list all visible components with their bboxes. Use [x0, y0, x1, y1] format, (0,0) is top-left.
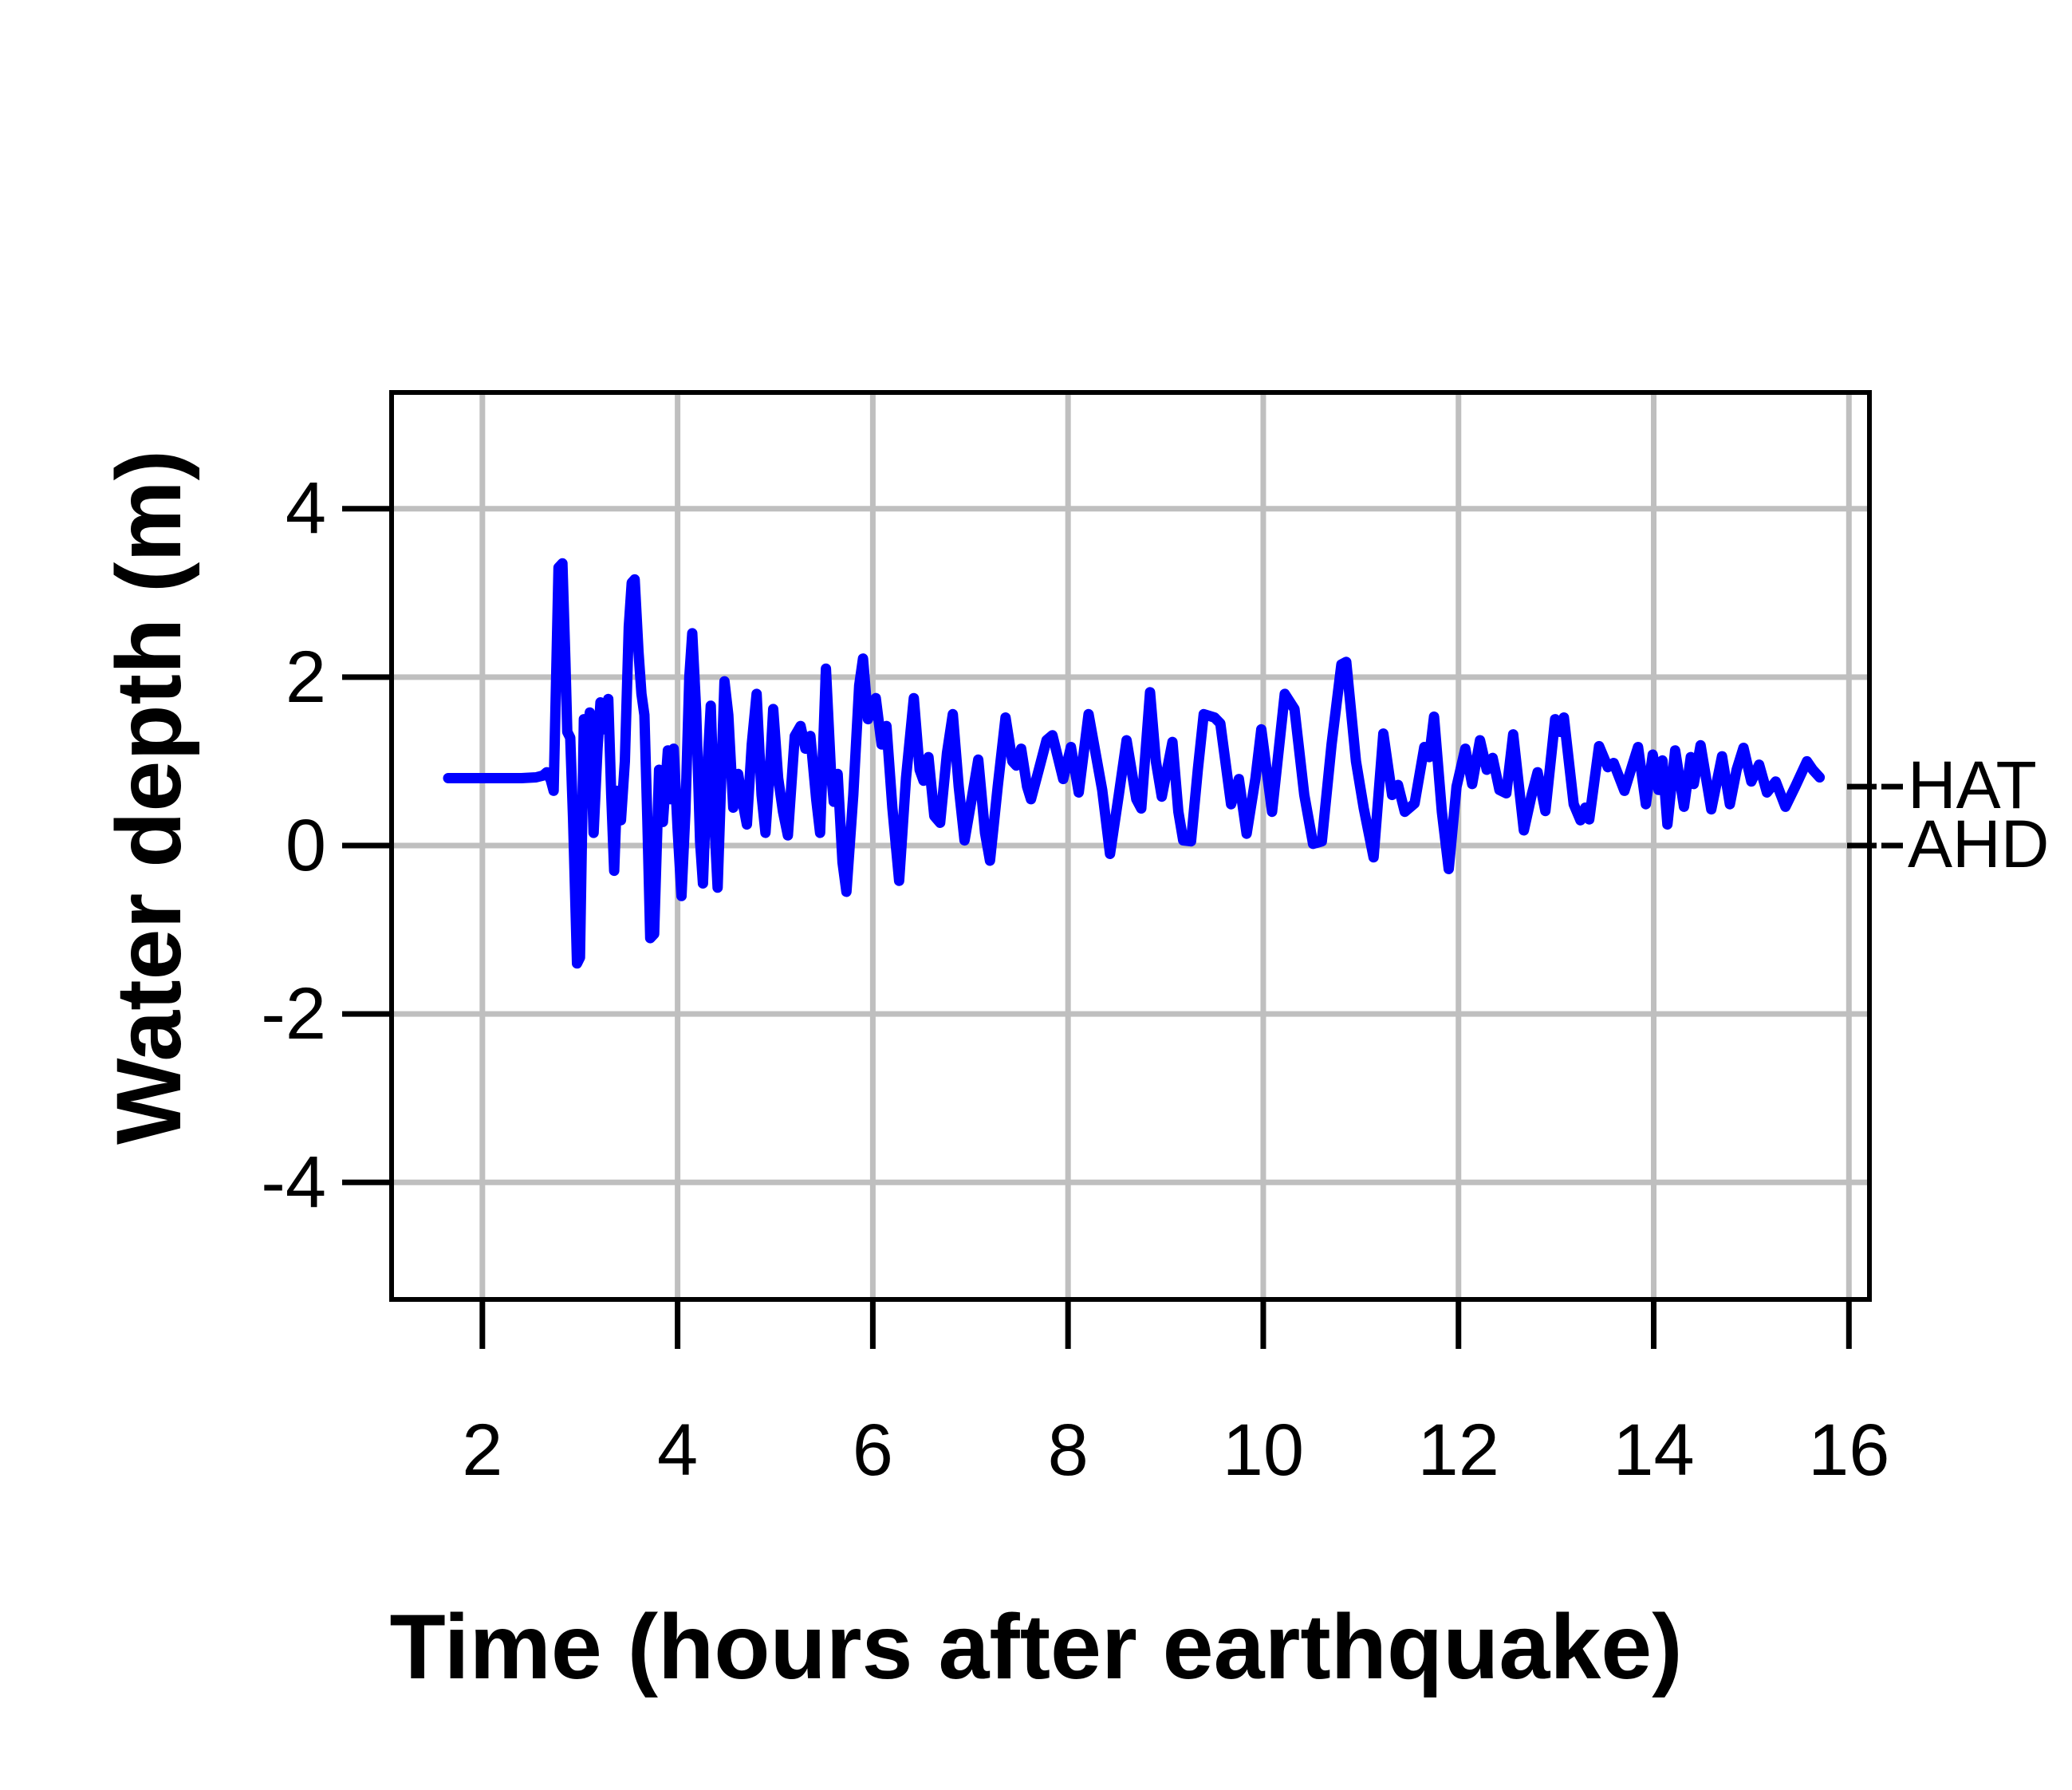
ahd-annotation-label: AHD	[1908, 806, 2050, 881]
y-tick-label: -2	[261, 973, 326, 1055]
x-tick-label: 2	[462, 1410, 502, 1491]
x-tick-label: 8	[1048, 1410, 1089, 1491]
x-tick-label: 12	[1418, 1410, 1499, 1491]
x-tick-label: 6	[853, 1410, 893, 1491]
x-axis-title: Time (hours after earthquake)	[389, 1596, 1683, 1698]
y-tick-label: 2	[286, 637, 326, 718]
x-tick-label: 4	[657, 1410, 698, 1491]
x-tick-label: 14	[1613, 1410, 1694, 1491]
x-tick-label: 16	[1808, 1410, 1889, 1491]
y-tick-label: 0	[286, 805, 326, 886]
y-tick-label: -4	[261, 1141, 326, 1223]
y-tick-label: 4	[286, 468, 326, 550]
water-depth-line	[443, 558, 1826, 969]
x-tick-label: 10	[1223, 1410, 1304, 1491]
y-axis-title: Water depth (m)	[98, 450, 200, 1145]
hat-annotation-label: HAT	[1908, 747, 2037, 823]
